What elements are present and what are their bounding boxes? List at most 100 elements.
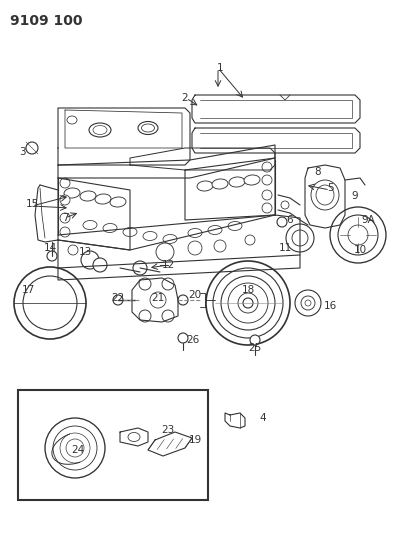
Circle shape xyxy=(47,251,57,261)
Circle shape xyxy=(139,278,151,290)
Text: 10: 10 xyxy=(353,245,367,255)
Ellipse shape xyxy=(143,231,157,240)
Circle shape xyxy=(228,283,268,323)
Circle shape xyxy=(262,162,272,172)
Ellipse shape xyxy=(64,188,80,198)
Circle shape xyxy=(162,310,174,322)
Text: 12: 12 xyxy=(162,260,175,270)
Text: 3: 3 xyxy=(18,147,25,157)
Circle shape xyxy=(277,217,287,227)
Text: 6: 6 xyxy=(287,215,293,225)
Text: 22: 22 xyxy=(111,293,125,303)
Circle shape xyxy=(60,178,70,188)
Circle shape xyxy=(45,418,105,478)
Ellipse shape xyxy=(212,179,228,189)
Ellipse shape xyxy=(163,235,177,244)
Circle shape xyxy=(60,433,90,463)
Text: 25: 25 xyxy=(248,343,262,353)
Circle shape xyxy=(305,300,311,306)
Circle shape xyxy=(23,276,77,330)
Circle shape xyxy=(245,235,255,245)
Ellipse shape xyxy=(80,191,96,201)
Circle shape xyxy=(262,203,272,213)
Text: 24: 24 xyxy=(72,445,85,455)
Circle shape xyxy=(68,245,78,255)
Text: 2: 2 xyxy=(182,93,188,103)
Ellipse shape xyxy=(89,123,111,137)
Text: 23: 23 xyxy=(162,425,175,435)
Bar xyxy=(18,390,208,500)
Text: 11: 11 xyxy=(278,243,292,253)
Circle shape xyxy=(188,241,202,255)
Text: 19: 19 xyxy=(188,435,202,445)
Ellipse shape xyxy=(83,221,97,230)
Text: 17: 17 xyxy=(21,285,35,295)
Ellipse shape xyxy=(138,122,158,134)
Circle shape xyxy=(81,251,99,269)
Ellipse shape xyxy=(208,225,222,235)
Circle shape xyxy=(150,292,166,308)
Circle shape xyxy=(113,295,123,305)
Circle shape xyxy=(330,207,386,263)
Ellipse shape xyxy=(95,194,111,204)
Circle shape xyxy=(348,225,368,245)
Circle shape xyxy=(133,261,147,275)
Text: 9109 100: 9109 100 xyxy=(10,14,83,28)
Ellipse shape xyxy=(244,175,260,185)
Circle shape xyxy=(286,224,314,252)
Circle shape xyxy=(66,439,84,457)
Circle shape xyxy=(295,290,321,316)
Ellipse shape xyxy=(316,185,334,205)
Text: 16: 16 xyxy=(323,301,337,311)
Circle shape xyxy=(238,293,258,313)
Ellipse shape xyxy=(67,116,77,124)
Text: 14: 14 xyxy=(44,243,57,253)
Text: 26: 26 xyxy=(186,335,200,345)
Ellipse shape xyxy=(93,125,107,134)
Text: 7: 7 xyxy=(62,213,68,223)
Circle shape xyxy=(292,230,308,246)
Text: 8: 8 xyxy=(315,167,321,177)
Ellipse shape xyxy=(228,222,242,230)
Circle shape xyxy=(281,201,289,209)
Circle shape xyxy=(60,227,70,237)
Circle shape xyxy=(262,190,272,200)
Circle shape xyxy=(206,261,290,345)
Circle shape xyxy=(338,215,378,255)
Ellipse shape xyxy=(123,228,137,237)
Text: 18: 18 xyxy=(241,285,255,295)
Text: 13: 13 xyxy=(79,247,92,257)
Circle shape xyxy=(262,175,272,185)
Ellipse shape xyxy=(128,432,140,441)
Circle shape xyxy=(250,335,260,345)
Ellipse shape xyxy=(197,181,213,191)
Text: 9: 9 xyxy=(352,191,358,201)
Text: 15: 15 xyxy=(25,199,39,209)
Circle shape xyxy=(301,296,315,310)
Text: 5: 5 xyxy=(327,183,333,193)
Circle shape xyxy=(139,310,151,322)
Circle shape xyxy=(156,243,174,261)
Ellipse shape xyxy=(103,223,117,232)
Circle shape xyxy=(93,258,107,272)
Text: 20: 20 xyxy=(188,290,201,300)
Circle shape xyxy=(213,268,283,338)
Circle shape xyxy=(221,276,275,330)
Circle shape xyxy=(178,333,188,343)
Circle shape xyxy=(26,142,38,154)
Ellipse shape xyxy=(141,124,155,132)
Ellipse shape xyxy=(229,177,245,187)
Text: 1: 1 xyxy=(217,63,223,73)
Circle shape xyxy=(178,295,188,305)
Text: 21: 21 xyxy=(151,293,165,303)
Circle shape xyxy=(243,298,253,308)
Text: 4: 4 xyxy=(260,413,266,423)
Circle shape xyxy=(162,278,174,290)
Ellipse shape xyxy=(311,180,339,210)
Circle shape xyxy=(60,195,70,205)
Ellipse shape xyxy=(110,197,126,207)
Ellipse shape xyxy=(188,229,202,238)
Circle shape xyxy=(53,426,97,470)
Text: 9A: 9A xyxy=(361,215,375,225)
Circle shape xyxy=(14,267,86,339)
